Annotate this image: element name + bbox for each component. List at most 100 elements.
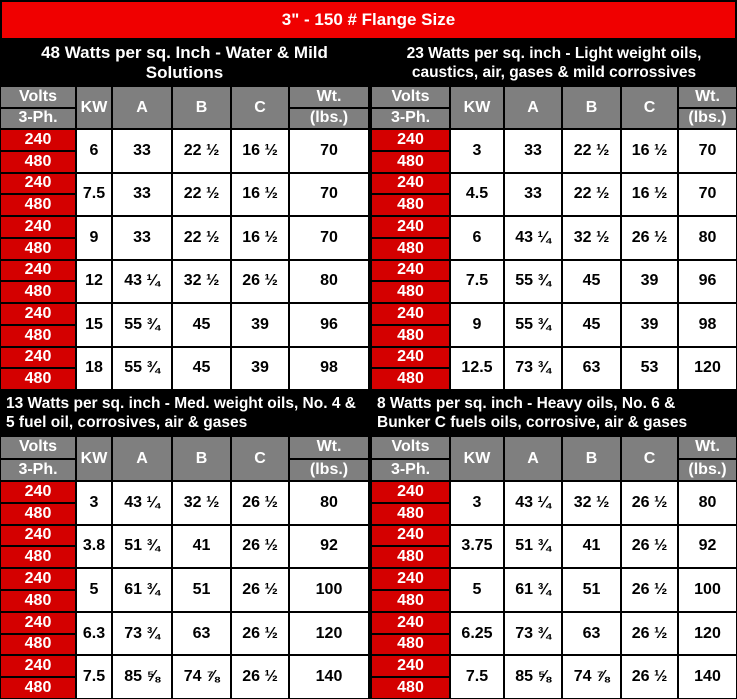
header-volts: Volts (0, 436, 76, 459)
cell-c: 26 ½ (621, 611, 678, 656)
header-weight: Wt. (289, 436, 369, 459)
cell-kw: 9 (76, 216, 112, 260)
cell-kw: 7.5 (450, 655, 504, 699)
voltage-480: 480 (0, 502, 76, 525)
cell-weight: 80 (678, 481, 737, 525)
voltage-240: 240 (0, 346, 76, 369)
cell-kw: 4.5 (450, 172, 504, 216)
cell-a: 33 (112, 129, 172, 173)
cell-kw: 7.5 (450, 259, 504, 303)
cell-weight: 70 (289, 216, 369, 260)
header-a: A (504, 436, 562, 481)
cell-c: 39 (621, 259, 678, 303)
cell-kw: 3 (76, 481, 112, 525)
section-title: 13 Watts per sq. inch - Med. weight oils… (0, 390, 369, 436)
voltage-240: 240 (371, 129, 450, 151)
cell-weight: 120 (289, 611, 369, 656)
cell-kw: 3.75 (450, 524, 504, 569)
voltage-240: 240 (371, 346, 450, 369)
voltage-480: 480 (371, 368, 450, 390)
cell-c: 26 ½ (621, 216, 678, 260)
cell-kw: 5 (76, 568, 112, 612)
voltage-240: 240 (0, 568, 76, 590)
header-a: A (504, 86, 562, 129)
cell-c: 26 ½ (231, 524, 289, 569)
header-phase: 3-Ph. (371, 107, 450, 129)
cell-b: 22 ½ (172, 172, 231, 216)
cell-weight: 70 (289, 129, 369, 173)
cell-weight: 120 (678, 611, 737, 656)
cell-weight: 70 (289, 172, 369, 216)
voltage-480: 480 (0, 590, 76, 612)
header-b: B (172, 86, 231, 129)
cell-weight: 92 (678, 524, 737, 569)
cell-c: 16 ½ (231, 216, 289, 260)
voltage-240: 240 (0, 129, 76, 151)
cell-b: 32 ½ (562, 216, 621, 260)
voltage-480: 480 (371, 677, 450, 699)
header-kw: KW (450, 86, 504, 129)
cell-a: 73 ¾ (504, 611, 562, 656)
voltage-240: 240 (0, 172, 76, 195)
cell-weight: 70 (678, 129, 737, 173)
voltage-480: 480 (0, 633, 76, 656)
voltage-240: 240 (371, 172, 450, 195)
voltage-480: 480 (371, 502, 450, 525)
voltage-480: 480 (0, 194, 76, 216)
cell-c: 26 ½ (231, 481, 289, 525)
cell-kw: 9 (450, 303, 504, 347)
header-phase: 3-Ph. (0, 458, 76, 481)
voltage-240: 240 (371, 655, 450, 678)
cell-c: 16 ½ (621, 172, 678, 216)
cell-a: 51 ¾ (504, 524, 562, 569)
cell-weight: 120 (678, 346, 737, 390)
voltage-480: 480 (371, 633, 450, 656)
cell-kw: 3 (450, 129, 504, 173)
cell-kw: 3.8 (76, 524, 112, 569)
header-c: C (231, 86, 289, 129)
header-weight-unit: (lbs.) (289, 107, 369, 129)
cell-weight: 96 (678, 259, 737, 303)
voltage-240: 240 (371, 259, 450, 282)
cell-c: 39 (621, 303, 678, 347)
cell-c: 26 ½ (621, 655, 678, 699)
cell-c: 26 ½ (231, 655, 289, 699)
voltage-240: 240 (0, 655, 76, 678)
section-title: 8 Watts per sq. inch - Heavy oils, No. 6… (371, 390, 737, 436)
cell-weight: 100 (289, 568, 369, 612)
header-c: C (621, 86, 678, 129)
cell-b: 63 (172, 611, 231, 656)
voltage-240: 240 (0, 216, 76, 238)
voltage-240: 240 (371, 611, 450, 634)
cell-a: 55 ¾ (504, 259, 562, 303)
cell-b: 22 ½ (172, 129, 231, 173)
cell-b: 45 (562, 259, 621, 303)
header-volts: Volts (371, 86, 450, 108)
cell-weight: 70 (678, 172, 737, 216)
header-a: A (112, 86, 172, 129)
cell-kw: 6 (76, 129, 112, 173)
cell-a: 73 ¾ (112, 611, 172, 656)
cell-weight: 80 (289, 259, 369, 303)
cell-a: 85 ⅝ (112, 655, 172, 699)
cell-c: 16 ½ (231, 129, 289, 173)
cell-kw: 18 (76, 346, 112, 390)
cell-a: 55 ¾ (112, 303, 172, 347)
header-weight-unit: (lbs.) (678, 107, 737, 129)
voltage-480: 480 (0, 368, 76, 390)
cell-a: 43 ¼ (504, 216, 562, 260)
voltage-480: 480 (0, 150, 76, 173)
cell-kw: 6 (450, 216, 504, 260)
section-title: 48 Watts per sq. Inch - Water & Mild Sol… (0, 40, 369, 86)
voltage-240: 240 (371, 481, 450, 503)
cell-b: 22 ½ (562, 129, 621, 173)
voltage-480: 480 (371, 324, 450, 347)
header-b: B (172, 436, 231, 481)
voltage-480: 480 (371, 237, 450, 260)
cell-b: 63 (562, 611, 621, 656)
cell-weight: 96 (289, 303, 369, 347)
cell-c: 26 ½ (231, 259, 289, 303)
cell-b: 22 ½ (562, 172, 621, 216)
voltage-480: 480 (371, 150, 450, 173)
